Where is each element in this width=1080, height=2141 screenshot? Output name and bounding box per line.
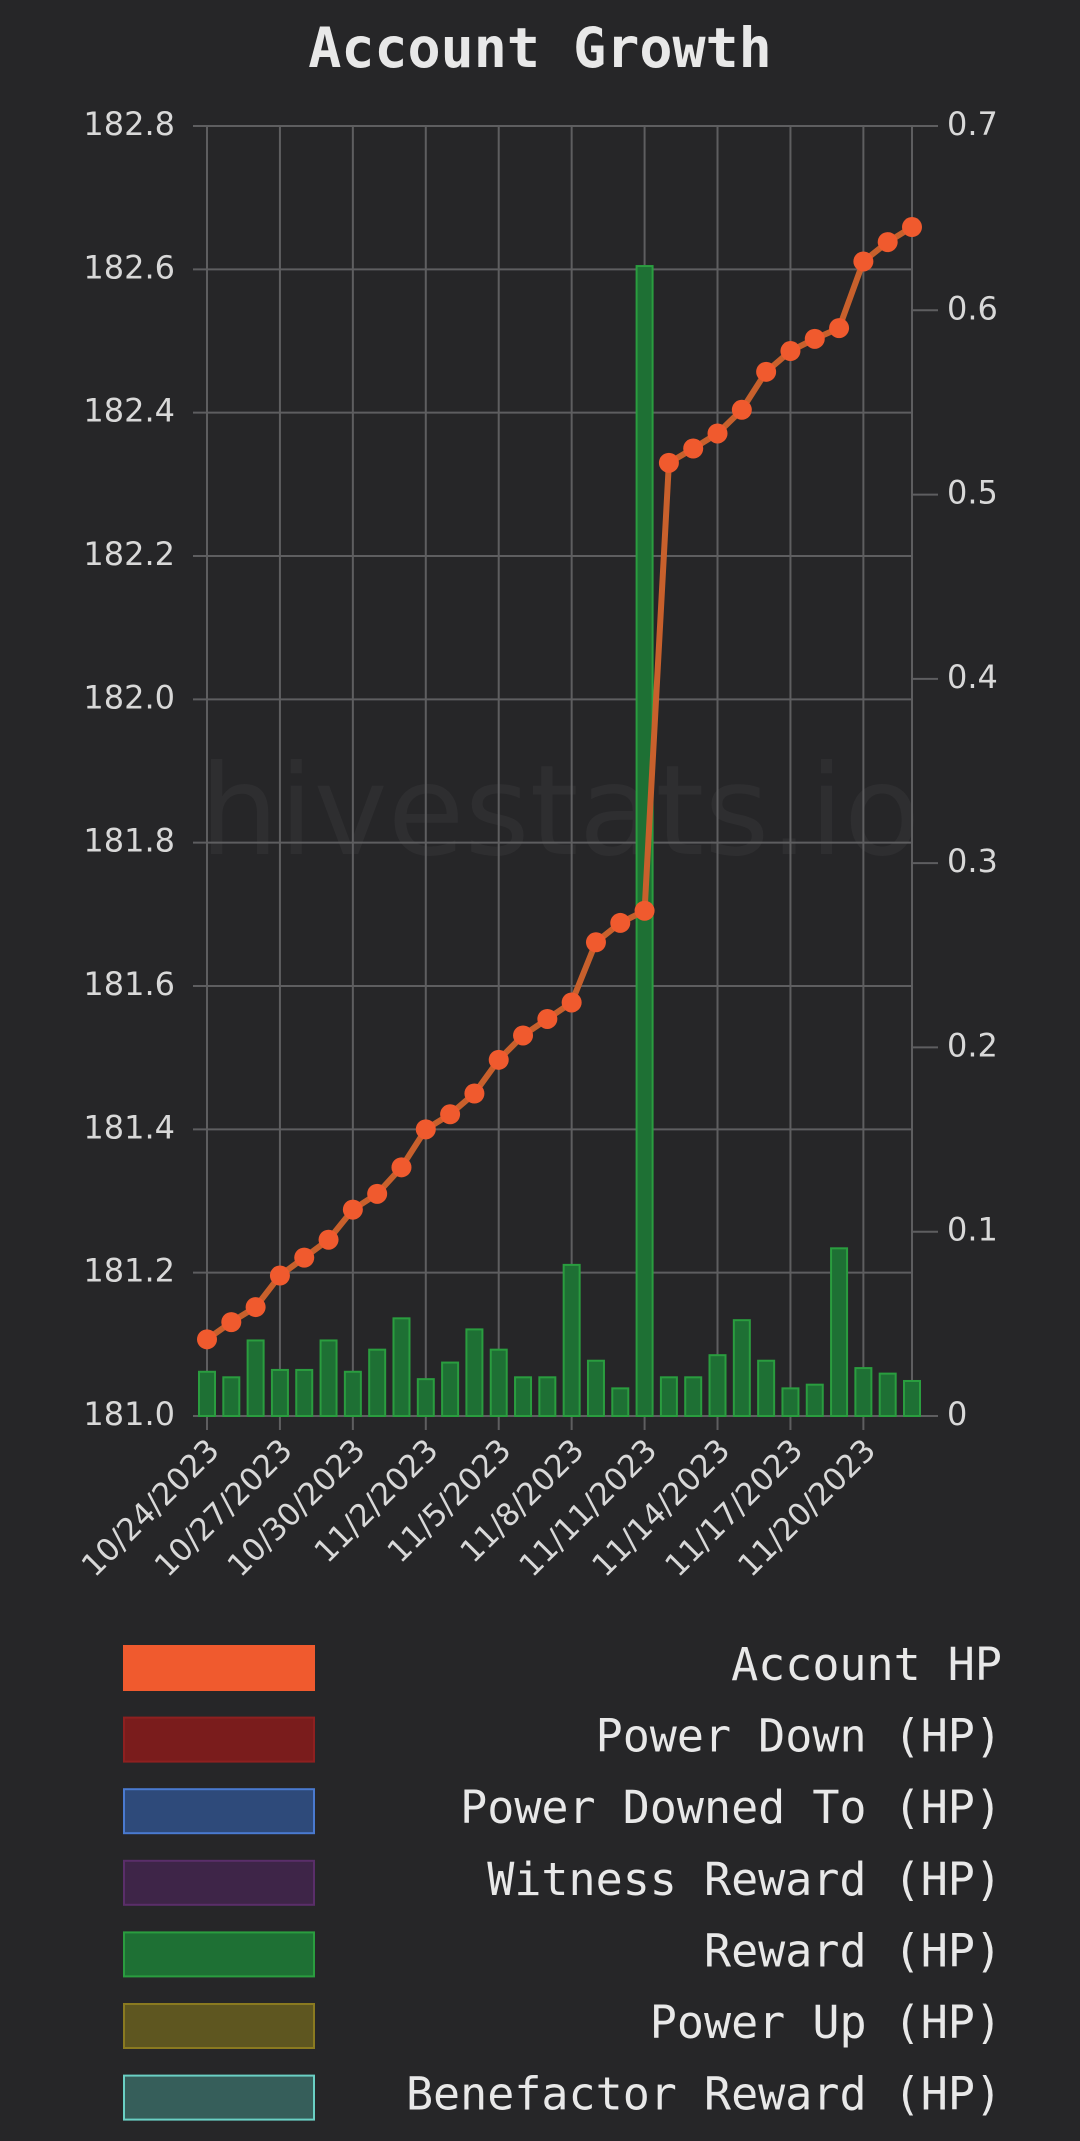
- point: [391, 1157, 412, 1178]
- y-tick-label: 181.0: [83, 1395, 175, 1433]
- bar: [878, 1372, 897, 1417]
- chart-title: Account Growth: [308, 16, 772, 80]
- bar: [708, 1354, 727, 1417]
- legend-swatch: [123, 2074, 315, 2121]
- point: [245, 1297, 266, 1318]
- point: [440, 1104, 461, 1125]
- y2-tick-label: 0.5: [947, 474, 998, 512]
- point: [804, 328, 825, 349]
- bar: [416, 1378, 435, 1417]
- y-tick-label: 181.4: [83, 1108, 175, 1146]
- y-tick-label: 181.8: [83, 822, 175, 860]
- point: [756, 361, 777, 382]
- point: [658, 452, 679, 473]
- bar: [903, 1379, 921, 1418]
- point: [318, 1229, 339, 1250]
- y-tick-label: 182.4: [83, 392, 175, 430]
- bar: [538, 1376, 557, 1418]
- legend-label: Power Up (HP): [650, 1996, 1002, 2049]
- point: [537, 1008, 558, 1029]
- bar: [514, 1376, 533, 1418]
- legend-label: Benefactor Reward (HP): [406, 2068, 1002, 2121]
- bar: [635, 265, 654, 1417]
- bar: [441, 1361, 460, 1417]
- bar: [757, 1359, 776, 1417]
- bar: [198, 1370, 216, 1418]
- bar: [854, 1367, 873, 1417]
- y-tick-label: 181.2: [83, 1252, 175, 1290]
- legend-label: Reward (HP): [704, 1924, 1002, 1977]
- legend-swatch: [123, 1859, 315, 1906]
- point: [342, 1199, 363, 1220]
- legend-swatch: [123, 1788, 315, 1835]
- point: [731, 399, 752, 420]
- bar: [222, 1376, 241, 1418]
- point: [513, 1025, 534, 1046]
- bar: [392, 1317, 411, 1418]
- point: [561, 992, 582, 1013]
- point: [780, 341, 801, 362]
- point: [610, 912, 631, 933]
- y2-tick-label: 0: [947, 1395, 967, 1433]
- y2-tick-label: 0.4: [947, 658, 998, 696]
- bar: [319, 1339, 338, 1418]
- legend-swatch: [123, 1931, 315, 1978]
- point: [294, 1247, 315, 1268]
- bar: [246, 1339, 265, 1418]
- y-tick-label: 182.0: [83, 678, 175, 716]
- point: [829, 318, 850, 339]
- point: [464, 1083, 485, 1104]
- legend-swatch: [123, 2003, 315, 2049]
- y-tick-label: 182.6: [83, 248, 175, 286]
- point: [902, 217, 922, 238]
- bar: [684, 1376, 703, 1418]
- watermark: hivestats.io: [200, 739, 921, 884]
- bar: [781, 1387, 800, 1418]
- y2-tick-label: 0.3: [947, 842, 998, 880]
- point: [877, 232, 898, 253]
- bar: [586, 1359, 605, 1417]
- legend-label: Account HP: [731, 1638, 1002, 1691]
- y2-tick-label: 0.2: [947, 1026, 998, 1064]
- y-tick-label: 181.6: [83, 965, 175, 1003]
- point: [367, 1183, 388, 1204]
- bar: [611, 1387, 630, 1418]
- bar: [343, 1370, 362, 1418]
- legend-label: Power Downed To (HP): [460, 1781, 1002, 1834]
- legend-label: Witness Reward (HP): [487, 1853, 1002, 1906]
- bar: [659, 1376, 678, 1418]
- bar: [489, 1348, 508, 1417]
- point: [269, 1265, 290, 1286]
- legend-label: Power Down (HP): [596, 1710, 1002, 1763]
- point: [488, 1049, 509, 1070]
- bar: [805, 1383, 824, 1417]
- bar: [465, 1328, 484, 1418]
- point: [415, 1119, 436, 1140]
- y2-tick-label: 0.7: [947, 105, 998, 143]
- bar: [368, 1348, 387, 1417]
- bar: [562, 1263, 581, 1418]
- point: [683, 438, 704, 459]
- y-tick-label: 182.2: [83, 535, 175, 573]
- point: [221, 1312, 242, 1333]
- point: [585, 932, 606, 953]
- point: [707, 423, 728, 444]
- bar: [270, 1368, 289, 1418]
- y2-tick-label: 0.6: [947, 289, 998, 327]
- y2-tick-label: 0.1: [947, 1211, 998, 1249]
- legend-swatch: [123, 1716, 315, 1763]
- point: [634, 900, 655, 921]
- point: [853, 251, 874, 272]
- point: [197, 1329, 217, 1350]
- bar: [295, 1368, 314, 1418]
- bar: [732, 1319, 751, 1417]
- legend-swatch: [123, 1645, 315, 1691]
- bar: [830, 1247, 849, 1418]
- y-tick-label: 182.8: [83, 105, 175, 143]
